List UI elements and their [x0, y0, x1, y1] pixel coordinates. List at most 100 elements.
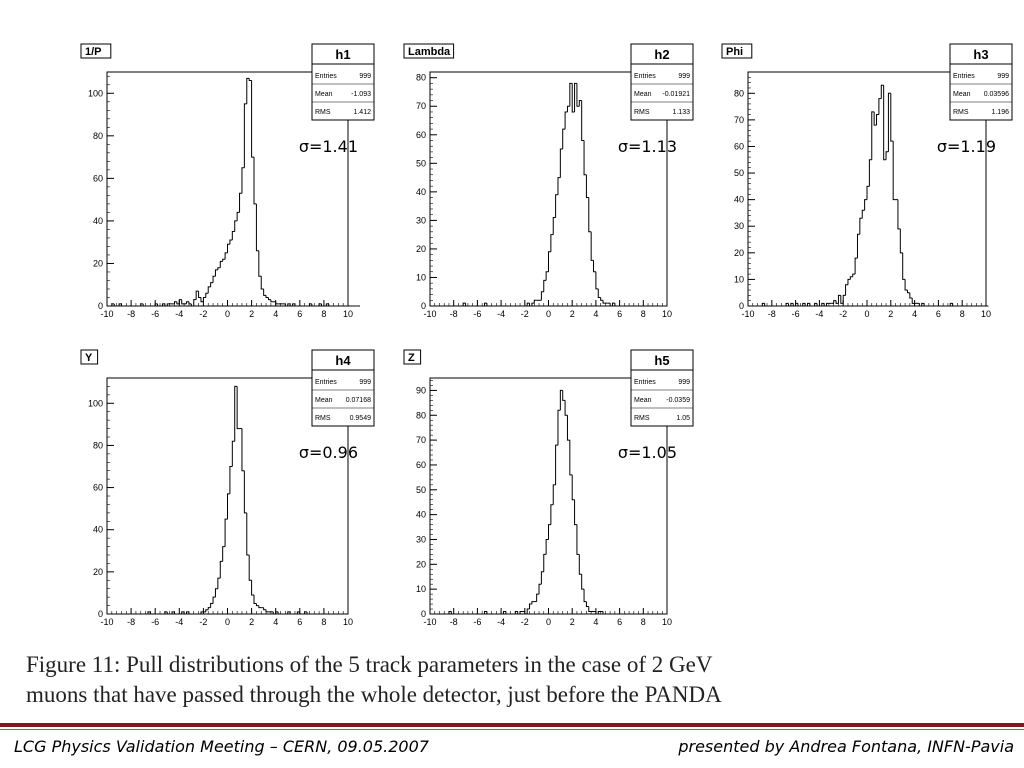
histogram-bin: [600, 297, 604, 301]
histogram-bin: [548, 524, 551, 540]
histogram-bin: [921, 302, 925, 306]
histogram-bin: [952, 303, 956, 307]
histogram-bin: [540, 291, 544, 301]
histogram-bin: [200, 611, 204, 614]
histogram-bin: [214, 269, 218, 277]
histogram-bin: [486, 303, 490, 307]
histogram-bin: [588, 197, 592, 233]
y-tick-label: 30: [734, 221, 744, 231]
y-tick-label: 100: [88, 398, 103, 408]
histogram-bin: [833, 300, 837, 304]
x-tick-label: 4: [273, 617, 278, 627]
histogram-bin: [540, 571, 544, 585]
stats-value-mean: -0.0359: [666, 397, 690, 404]
stats-box-frame: [311, 43, 375, 121]
y-tick-label: 20: [93, 258, 103, 268]
sigma-label: σ=1.13: [618, 137, 677, 156]
histogram-bin: [823, 303, 827, 307]
sigma-label: σ=1.05: [618, 443, 677, 462]
histogram-bin: [557, 177, 561, 195]
histogram-bin: [883, 85, 887, 161]
histogram-bin: [214, 588, 218, 598]
histogram-figure: 1/P h1 Entries 999 Mean -1.093 RMS 1.412 σ=1.41 0…: [80, 43, 1013, 627]
histogram-bin: [557, 409, 561, 446]
x-tick-label: -4: [497, 309, 505, 319]
histogram-bin: [923, 303, 927, 307]
histogram-bin: [842, 294, 846, 304]
y-tick-label: 70: [416, 101, 426, 111]
y-tick-label: 10: [734, 274, 744, 284]
histogram-bin: [545, 538, 549, 555]
stats-value-entries: 999: [359, 73, 371, 80]
histogram-bins: [430, 82, 667, 307]
sigma-label: σ=1.41: [299, 137, 358, 156]
x-tick-label: 6: [936, 309, 941, 319]
x-tick-label: -10: [100, 309, 113, 319]
y-tick-label: 70: [416, 435, 426, 445]
x-tick-label: 6: [617, 617, 622, 627]
stats-box-name: h5: [654, 353, 669, 368]
histogram-bin: [578, 554, 582, 575]
histogram-title: 1/P: [85, 46, 102, 58]
histogram-bin: [176, 301, 180, 305]
histogram-bin: [166, 611, 170, 615]
y-tick-label: 80: [416, 73, 426, 83]
x-tick-label: 4: [593, 309, 598, 319]
stats-box-name: h3: [973, 47, 988, 62]
histogram-bin: [241, 428, 245, 472]
histogram-bin: [918, 303, 922, 307]
histogram-bin: [227, 243, 230, 253]
histogram-bin: [885, 151, 889, 160]
x-tick-label: -4: [175, 617, 183, 627]
histogram-bin: [222, 258, 226, 262]
x-tick-label: 2: [570, 309, 575, 319]
histogram-bin: [845, 284, 848, 296]
histogram-bin: [147, 611, 151, 614]
histogram-bin: [602, 300, 606, 304]
histogram-bin: [272, 611, 276, 615]
stats-label-mean: Mean: [953, 91, 971, 98]
histogram-bin: [142, 303, 146, 307]
histogram-bin: [265, 609, 269, 613]
x-tick-label: -2: [521, 617, 529, 627]
stats-box-frame: [311, 349, 375, 427]
x-tick-label: -10: [423, 617, 436, 627]
histogram-bin: [161, 303, 165, 306]
stats-label-rms: RMS: [315, 415, 331, 422]
histogram-bin: [835, 300, 839, 304]
histogram-bin: [902, 252, 906, 280]
y-tick-label: 40: [734, 195, 744, 205]
histogram-bin: [140, 303, 144, 306]
histogram-bin: [251, 580, 255, 596]
stats-value-entries: 999: [359, 379, 371, 386]
stats-box: h3 Entries 999 Mean 0.03596 RMS 1.196: [949, 43, 1013, 121]
histogram-title: Phi: [726, 46, 743, 58]
histogram-bin: [243, 103, 247, 168]
histogram-bin: [571, 83, 575, 113]
histogram-bin: [219, 260, 223, 268]
histogram-bin: [559, 389, 563, 411]
histogram-bin: [536, 593, 540, 602]
stats-label-rms: RMS: [634, 109, 650, 116]
histogram-bin: [173, 611, 177, 615]
x-tick-label: 4: [593, 617, 598, 627]
histogram-bin: [243, 470, 247, 514]
histogram-bin: [583, 140, 587, 176]
x-tick-label: -6: [151, 309, 159, 319]
histogram-bin: [186, 611, 189, 614]
histogram-bin: [566, 415, 570, 441]
stats-label-rms: RMS: [953, 109, 969, 116]
stats-value-mean: -0.01921: [662, 91, 690, 98]
histogram-bin: [246, 512, 250, 556]
histogram-bin: [484, 611, 487, 614]
stats-label-entries: Entries: [634, 73, 656, 80]
histogram-bin: [318, 303, 322, 306]
y-tick-label: 20: [734, 248, 744, 258]
histogram-bin: [792, 303, 796, 307]
histogram-bin: [576, 83, 580, 107]
histogram-bin: [255, 603, 259, 607]
stats-label-entries: Entries: [953, 73, 975, 80]
y-tick-label: 10: [416, 272, 426, 282]
histogram-bin: [533, 299, 537, 304]
